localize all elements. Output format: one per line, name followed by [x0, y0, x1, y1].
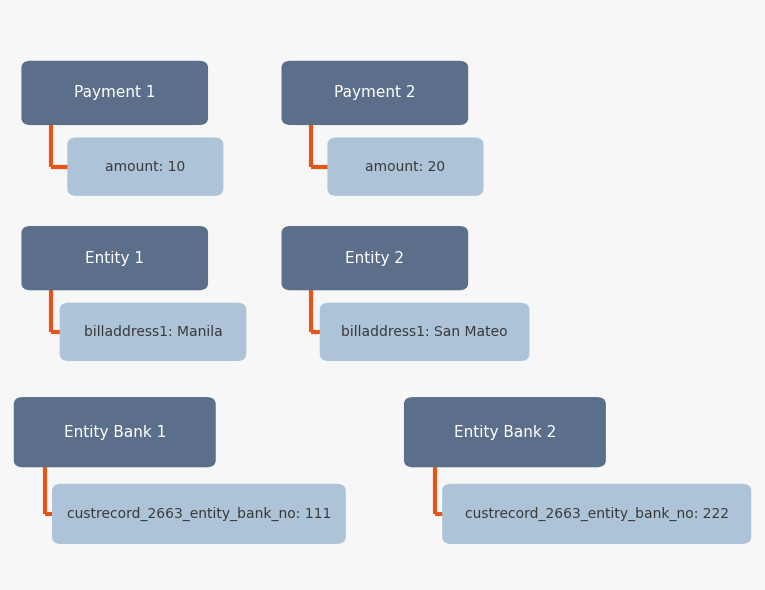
FancyBboxPatch shape — [282, 226, 468, 290]
Text: Payment 2: Payment 2 — [334, 86, 415, 100]
FancyBboxPatch shape — [327, 137, 483, 196]
Text: Entity 2: Entity 2 — [345, 251, 405, 266]
Text: custrecord_2663_entity_bank_no: 222: custrecord_2663_entity_bank_no: 222 — [464, 507, 729, 521]
Text: amount: 20: amount: 20 — [366, 160, 445, 173]
FancyBboxPatch shape — [404, 397, 606, 467]
FancyBboxPatch shape — [52, 484, 346, 544]
Text: amount: 10: amount: 10 — [106, 160, 185, 173]
Text: Entity Bank 1: Entity Bank 1 — [63, 425, 166, 440]
Text: billaddress1: Manila: billaddress1: Manila — [83, 325, 223, 339]
Text: Payment 1: Payment 1 — [74, 86, 155, 100]
FancyBboxPatch shape — [21, 61, 208, 125]
FancyBboxPatch shape — [67, 137, 223, 196]
FancyBboxPatch shape — [442, 484, 751, 544]
Text: Entity 1: Entity 1 — [85, 251, 145, 266]
FancyBboxPatch shape — [320, 303, 529, 361]
FancyBboxPatch shape — [60, 303, 246, 361]
FancyBboxPatch shape — [21, 226, 208, 290]
Text: Entity Bank 2: Entity Bank 2 — [454, 425, 556, 440]
Text: custrecord_2663_entity_bank_no: 111: custrecord_2663_entity_bank_no: 111 — [67, 507, 331, 521]
FancyBboxPatch shape — [282, 61, 468, 125]
FancyBboxPatch shape — [14, 397, 216, 467]
Text: billaddress1: San Mateo: billaddress1: San Mateo — [341, 325, 508, 339]
